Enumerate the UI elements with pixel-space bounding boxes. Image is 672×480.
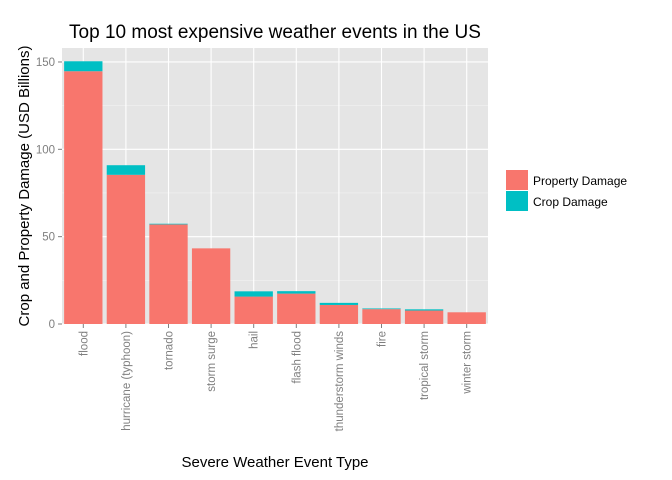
- bar-property-damage-fire: [362, 309, 401, 324]
- x-tick-label: fire: [377, 331, 389, 347]
- y-axis-title: Crop and Property Damage (USD Billions): [16, 46, 33, 327]
- bar-crop-damage-fire: [362, 308, 401, 310]
- bar-property-damage-flood: [64, 71, 103, 324]
- x-tick-label: thunderstorm winds: [334, 331, 346, 432]
- x-tick-label: storm surge: [206, 331, 218, 392]
- x-tick-label: winter storm: [462, 331, 474, 395]
- y-tick-label: 0: [49, 319, 55, 331]
- x-tick-label: hurricane (typhoon): [121, 331, 133, 431]
- bar-crop-damage-flood: [64, 61, 103, 72]
- bar-crop-damage-tropical-storm: [404, 309, 444, 311]
- x-tick-label: flood: [78, 331, 90, 356]
- x-axis: flood hurricane (typhoon) tornado storm sur…: [78, 324, 474, 432]
- bar-property-damage-tropical-storm: [404, 310, 444, 324]
- y-tick-label: 150: [36, 57, 55, 69]
- bar-crop-damage-tornado: [149, 223, 188, 225]
- x-tick-label: tropical storm: [419, 331, 431, 400]
- bar-property-damage-thunderstorm-winds: [319, 304, 359, 324]
- bar-crop-damage-hail: [234, 291, 273, 297]
- bar-property-damage-flash-flood: [277, 293, 316, 324]
- legend-label-crop-damage: Crop Damage: [533, 195, 608, 209]
- x-tick-label: flash flood: [291, 331, 303, 383]
- y-tick-label: 100: [36, 144, 55, 156]
- bar-crop-damage-hurricane-typhoon: [106, 165, 146, 175]
- legend-key-property-damage: [506, 170, 528, 190]
- chart-title: Top 10 most expensive weather events in …: [69, 22, 481, 43]
- bar-property-damage-storm-surge: [191, 248, 231, 324]
- x-tick-label: hail: [249, 331, 261, 349]
- bar-property-damage-winter-storm: [447, 312, 486, 324]
- x-tick-label: tornado: [164, 331, 176, 370]
- bar-layer: [64, 61, 486, 324]
- legend-key-crop-damage: [506, 191, 528, 211]
- x-axis-title: Severe Weather Event Type: [181, 454, 368, 471]
- legend-label-property-damage: Property Damage: [533, 174, 627, 188]
- bar-crop-damage-flash-flood: [277, 291, 316, 294]
- y-axis: 0 50 100 150: [36, 57, 62, 331]
- y-tick-label: 50: [42, 232, 55, 244]
- bar-crop-damage-thunderstorm-winds: [319, 302, 359, 305]
- bar-property-damage-tornado: [149, 224, 188, 324]
- legend: Property Damage Crop Damage: [506, 170, 627, 211]
- bar-property-damage-hurricane-typhoon: [106, 174, 146, 324]
- bar-property-damage-hail: [234, 296, 273, 324]
